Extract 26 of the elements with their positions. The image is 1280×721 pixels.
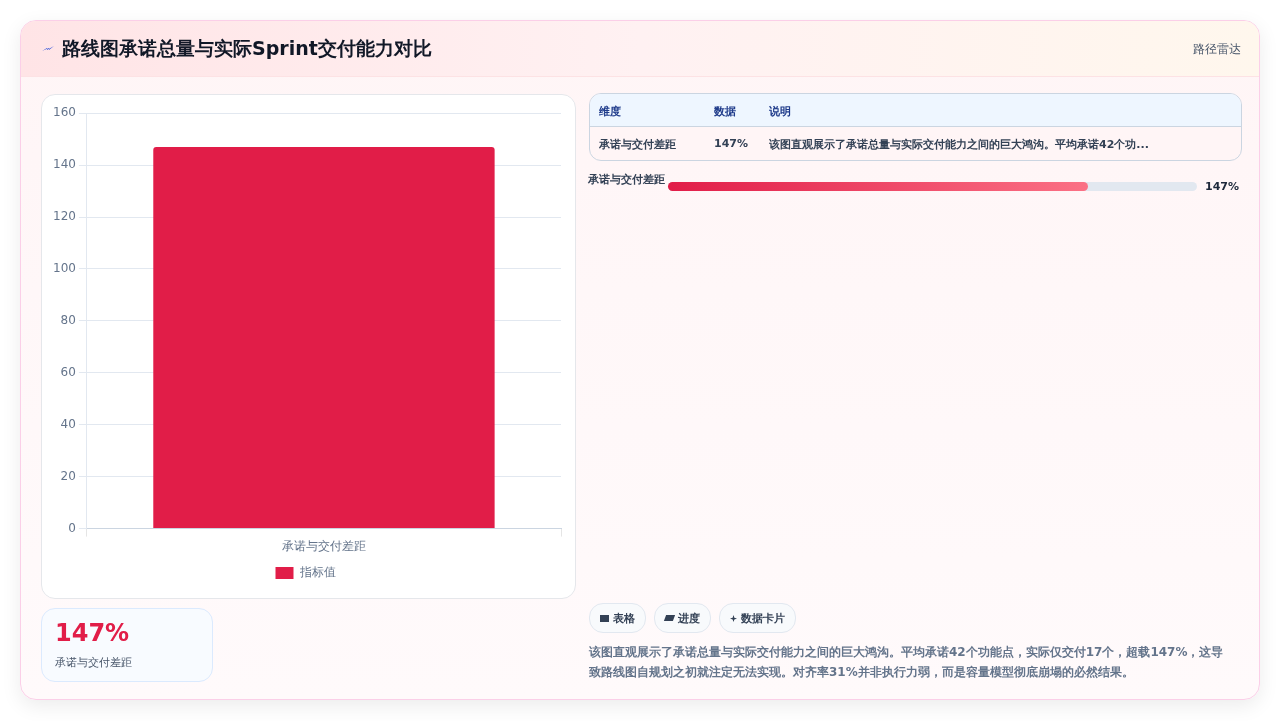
text: 该图直观展示了承诺总量与实际交付能力之间的巨大鸿沟。平均承诺42个功能点，实际仅交付17个，超载147%，这导致路线图自规划之初就注定无法实现。对齐率31%并非执行力弱，而是容量模型彻底崩塌的必然结果。	[589, 644, 1225, 681]
y-tick-label: 100	[53, 261, 76, 276]
y-tick-label: 120	[53, 209, 76, 224]
y-tick-label: 140	[53, 157, 76, 172]
text: 数据卡片	[741, 610, 785, 626]
y-tick-label: 160	[53, 105, 76, 120]
text: 路径雷达	[1193, 41, 1241, 58]
y-tick-label: 20	[60, 468, 76, 483]
y-tick-label: 60	[60, 364, 76, 379]
text: 147%	[1205, 180, 1239, 193]
chart-title: 路线图承诺总量与实际Sprint交付能力对比	[62, 36, 432, 61]
text: 承诺与交付差距	[55, 655, 132, 670]
text: 147%	[55, 619, 130, 647]
text: 147%	[714, 137, 748, 150]
legend-label: 指标值	[298, 565, 336, 580]
y-tick-label: 80	[60, 313, 76, 328]
text: 承诺与交付差距	[599, 137, 676, 152]
text: 承诺与交付差距	[588, 172, 666, 187]
text: 维度	[599, 104, 621, 119]
text: 表格	[613, 610, 635, 626]
text: 该图直观展示了承诺总量与实际交付能力之间的巨大鸿沟。平均承诺42个功...	[769, 137, 1149, 152]
text: 数据	[714, 104, 736, 119]
y-tick-label: 40	[60, 416, 76, 431]
text: 说明	[769, 104, 791, 119]
text: 进度	[678, 610, 700, 626]
y-tick-label: 0	[68, 520, 76, 535]
